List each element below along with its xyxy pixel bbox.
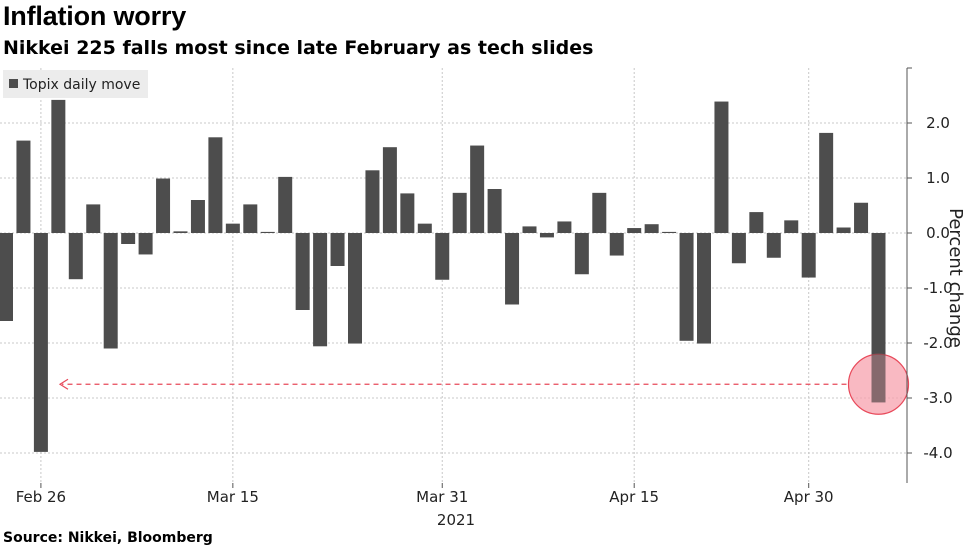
bar <box>51 99 66 234</box>
x-tick-label: Mar 15 <box>207 488 259 506</box>
bar <box>208 137 223 233</box>
bar <box>0 233 13 321</box>
bar <box>260 231 275 233</box>
bar <box>697 233 711 344</box>
bar <box>627 228 642 233</box>
bar <box>190 200 205 233</box>
y-tick-label: -2.0 <box>923 334 952 352</box>
highlighted-bar <box>871 233 886 403</box>
axes: 2.0 1.0 0.0 -1.0 -2.0 -3.0 -4.0 Feb 26 Mar 15 Mar… <box>16 67 953 506</box>
x-tick-label: Mar 31 <box>416 488 468 506</box>
annotation <box>58 233 910 415</box>
bar <box>330 233 345 266</box>
bar <box>662 231 677 233</box>
chart-subtitle: Nikkei 225 falls most since late Februar… <box>3 37 594 59</box>
legend-label: Topix daily move <box>22 77 140 93</box>
bar <box>487 189 502 233</box>
bar-series <box>0 99 886 452</box>
x-tick-label: Apr 15 <box>609 488 659 506</box>
legend-swatch <box>9 79 18 88</box>
legend-background <box>3 70 148 98</box>
grid-lines <box>0 68 907 483</box>
bar <box>173 231 188 233</box>
bar <box>417 223 432 233</box>
bar <box>574 233 589 275</box>
bar <box>382 147 397 233</box>
y-tick-label: 0.0 <box>926 224 950 242</box>
bar <box>784 220 799 233</box>
bar <box>836 227 851 233</box>
bar <box>295 233 310 310</box>
bar <box>801 233 816 278</box>
bar <box>452 192 467 233</box>
bar <box>749 212 764 233</box>
arrow-head <box>58 378 69 390</box>
bar <box>557 221 572 233</box>
bar <box>103 233 118 349</box>
bar <box>592 192 607 233</box>
bar <box>644 224 659 233</box>
bar <box>400 193 415 233</box>
y-axis-label: Percent change <box>945 208 966 348</box>
chart-title: Inflation worry <box>3 1 187 31</box>
bar <box>156 178 171 233</box>
bar <box>435 233 450 280</box>
x-tick-label: Feb 26 <box>16 488 66 506</box>
y-tick-label: -4.0 <box>923 444 952 462</box>
bar <box>243 204 258 233</box>
bar <box>731 233 746 264</box>
source-note: Source: Nikkei, Bloomberg <box>3 530 213 546</box>
bar <box>539 233 554 238</box>
y-tick-label: -3.0 <box>923 389 952 407</box>
y-tick-label: 2.0 <box>926 114 950 132</box>
legend: Topix daily move <box>3 70 148 98</box>
bar <box>609 233 624 256</box>
bar <box>121 233 136 244</box>
bar <box>33 233 48 452</box>
bar <box>679 233 694 341</box>
y-tick-label: -1.0 <box>923 279 952 297</box>
bar <box>505 233 520 305</box>
bar <box>313 233 328 347</box>
bar <box>854 202 869 233</box>
bar <box>714 101 729 233</box>
x-tick-label: Apr 30 <box>784 488 834 506</box>
bar <box>522 226 537 233</box>
bar <box>68 233 83 280</box>
bar <box>819 132 834 233</box>
bar <box>348 233 362 344</box>
bar <box>470 145 485 233</box>
bar <box>138 233 153 255</box>
bar <box>86 204 101 233</box>
bar <box>225 223 240 233</box>
y-tick-label: 1.0 <box>926 169 950 187</box>
bar <box>365 170 380 233</box>
year-label: 2021 <box>437 511 475 529</box>
bar <box>16 140 31 233</box>
bar <box>766 233 781 258</box>
bar <box>278 176 293 233</box>
